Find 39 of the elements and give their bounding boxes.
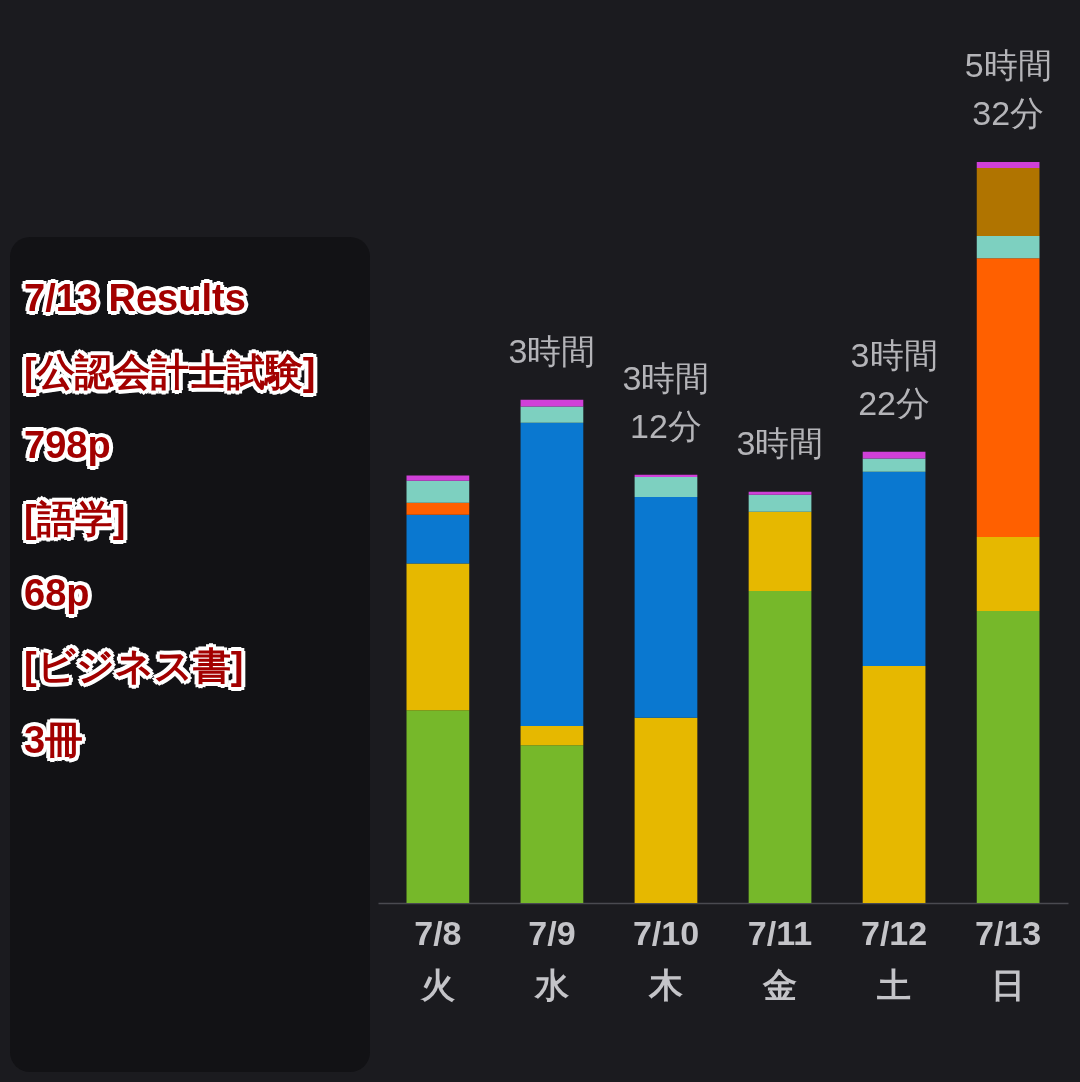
bar: [406, 514, 470, 564]
bar: [862, 458, 926, 472]
bar: [634, 476, 698, 497]
bar: [976, 258, 1040, 537]
bar: [406, 475, 470, 481]
bar: [520, 399, 584, 407]
x-tick-label: 7/12 土: [860, 913, 928, 1004]
bar: [520, 406, 584, 423]
bar: [406, 480, 470, 503]
text-card: 7/13 Results [公認会計士試験] 798p [語学] 68p [ビジネス書] 3冊: [10, 237, 370, 1072]
x-tick-label: 7/13 日: [975, 913, 1042, 1004]
total-label: 3時間: [736, 423, 824, 462]
total-label: 3時間 12分: [622, 358, 710, 445]
bar: [748, 494, 812, 512]
total-label: 5時間 32分: [964, 46, 1052, 132]
x-tick-label: 7/8 火: [414, 913, 462, 1004]
x-tick-label: 7/10 木: [632, 913, 700, 1004]
bar: [976, 611, 1040, 903]
total-label: 3時間 22分: [850, 335, 938, 422]
bar: [406, 563, 470, 711]
bar: [862, 471, 926, 666]
bar: [976, 236, 1040, 259]
bar: [976, 162, 1040, 168]
bar: [634, 496, 698, 718]
bar: [748, 491, 812, 495]
bar: [748, 591, 812, 903]
bar: [406, 502, 470, 515]
bar: [520, 725, 584, 746]
bar: [748, 511, 812, 592]
bar: [520, 745, 584, 903]
x-tick-label: 7/11 金: [747, 913, 813, 1004]
bar: [862, 665, 926, 903]
x-tick-label: 7/9 水: [528, 913, 576, 1004]
bar: [634, 717, 698, 903]
bar: [520, 422, 584, 726]
bar: [406, 710, 470, 903]
bar: [976, 167, 1040, 237]
total-label: 3時間: [508, 331, 596, 370]
bar: [976, 536, 1040, 612]
